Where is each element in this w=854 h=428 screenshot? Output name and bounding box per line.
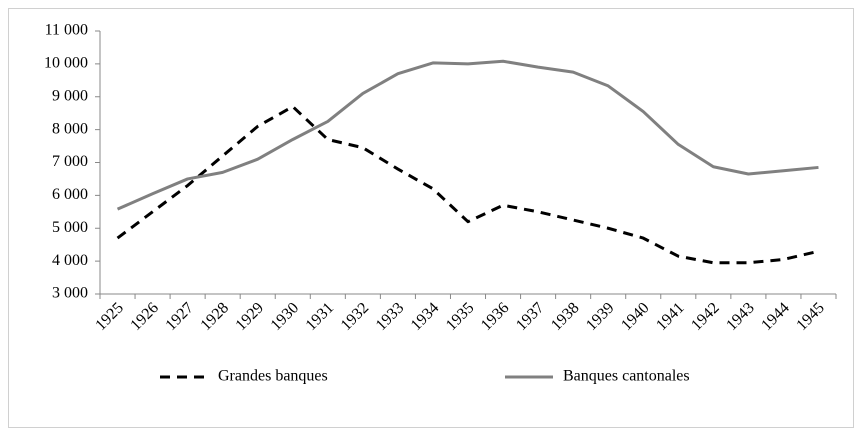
x-tick-label: 1934 xyxy=(408,299,443,334)
chart-frame xyxy=(8,8,854,428)
x-tick-label: 1943 xyxy=(723,299,758,334)
x-tick-label: 1945 xyxy=(793,299,828,334)
x-tick-label: 1929 xyxy=(232,299,267,334)
y-tick-label: 9 000 xyxy=(52,87,88,104)
series-line xyxy=(116,59,819,211)
y-tick-label: 10 000 xyxy=(44,55,88,72)
x-tick-label: 1944 xyxy=(758,299,793,334)
series-line xyxy=(116,105,819,265)
x-tick-label: 1927 xyxy=(162,299,197,334)
y-tick-label: 7 000 xyxy=(52,153,88,170)
y-tick-label: 3 000 xyxy=(52,285,88,302)
legend-label: Banques cantonales xyxy=(563,368,690,385)
x-tick-label: 1932 xyxy=(338,299,373,334)
x-tick-label: 1937 xyxy=(513,299,548,334)
x-tick-label: 1930 xyxy=(268,299,303,334)
y-tick-label: 5 000 xyxy=(52,219,88,236)
y-tick-label: 8 000 xyxy=(52,120,88,137)
x-tick-label: 1938 xyxy=(548,299,583,334)
y-tick-label: 6 000 xyxy=(52,186,88,203)
x-tick-label: 1935 xyxy=(443,299,478,334)
x-tick-label: 1939 xyxy=(583,299,618,334)
x-tick-label: 1942 xyxy=(688,299,723,334)
y-tick-label: 11 000 xyxy=(45,22,88,39)
x-tick-label: 1936 xyxy=(478,299,513,334)
x-tick-label: 1931 xyxy=(303,299,338,334)
y-tick-label: 4 000 xyxy=(52,252,88,269)
x-tick-label: 1933 xyxy=(373,299,408,334)
x-tick-label: 1928 xyxy=(197,299,232,334)
x-tick-label: 1925 xyxy=(92,299,127,334)
x-tick-label: 1941 xyxy=(653,299,688,334)
x-tick-label: 1926 xyxy=(127,299,162,334)
legend-label: Grandes banques xyxy=(218,368,328,385)
x-tick-label: 1940 xyxy=(618,299,653,334)
